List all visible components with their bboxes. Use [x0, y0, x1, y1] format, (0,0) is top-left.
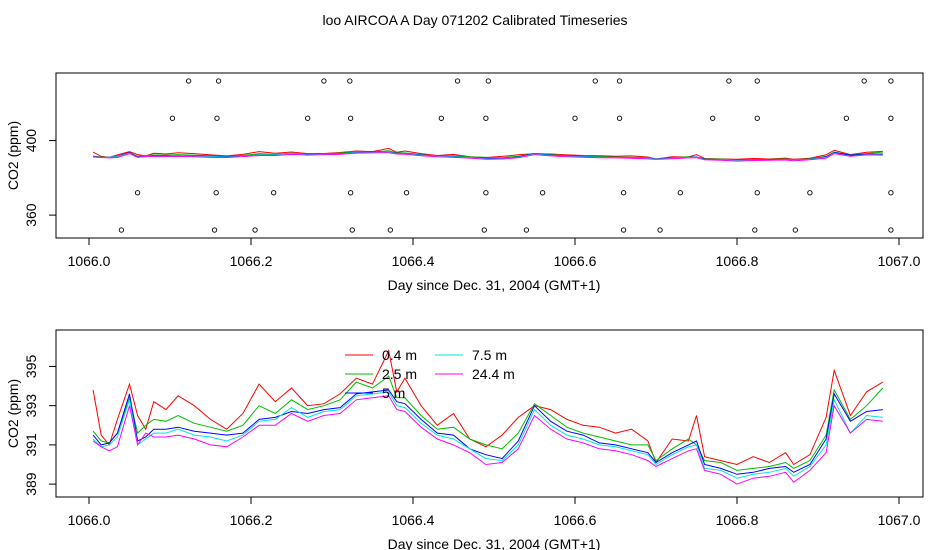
- x-tick-label: 1067.0: [878, 253, 921, 269]
- calibration-point: [592, 78, 598, 84]
- calibration-point: [213, 190, 219, 196]
- y-tick-label: 389: [23, 472, 39, 496]
- calibration-point: [752, 227, 758, 233]
- calibration-point: [616, 78, 623, 84]
- calibration-point: [349, 227, 355, 233]
- x-tick-label: 1066.2: [230, 253, 273, 269]
- calibration-point: [347, 78, 353, 84]
- x-tick-label: 1066.6: [554, 253, 597, 269]
- calibration-point: [620, 190, 627, 196]
- calibration-point: [754, 190, 760, 196]
- y-tick-label: 391: [23, 433, 39, 457]
- top-y-axis: 360 400: [23, 129, 57, 227]
- chart-title: loo AIRCOA A Day 071202 Calibrated Times…: [322, 12, 627, 28]
- calibration-point: [211, 227, 218, 233]
- calibration-point: [888, 78, 894, 84]
- calibration-point: [169, 115, 176, 121]
- calibration-point: [481, 227, 487, 233]
- calibration-point: [888, 190, 894, 196]
- calibration-point: [214, 115, 220, 121]
- bottom-series-24-4-m: [92, 395, 883, 485]
- calibration-point: [321, 78, 327, 84]
- y-tick-label: 393: [23, 394, 39, 418]
- x-tick-label: 1067.0: [878, 512, 921, 528]
- legend-label: 0.4 m: [382, 347, 417, 363]
- bottom-y-axis-label: CO2 (ppm): [5, 379, 21, 448]
- calibration-point: [888, 227, 894, 233]
- calibration-point: [347, 115, 354, 121]
- legend-label: 7.5 m: [472, 347, 507, 363]
- calibration-point: [485, 78, 491, 84]
- calibration-point: [454, 78, 461, 84]
- y-tick-label: 360: [23, 203, 39, 227]
- x-tick-label: 1066.2: [230, 512, 273, 528]
- bottom-x-axis-label: Day since Dec. 31, 2004 (GMT+1): [388, 536, 601, 550]
- calibration-point: [539, 190, 546, 196]
- calibration-point: [387, 227, 393, 233]
- legend-label: 5 m: [382, 385, 405, 401]
- calibration-point: [438, 115, 444, 121]
- top-x-axis: 1066.0 1066.2 1066.4 1066.6 1066.8 1067.0: [68, 237, 921, 269]
- calibration-point: [754, 78, 760, 84]
- bottom-series-2-5-m: [92, 375, 884, 471]
- y-tick-label: 395: [23, 355, 39, 379]
- top-series-24-4-m: [93, 152, 883, 162]
- calibration-point: [347, 190, 354, 196]
- legend: 0.4 m 2.5 m 5 m 7.5 m 24.4 m: [345, 347, 515, 401]
- calibration-point: [483, 190, 489, 196]
- top-x-axis-label: Day since Dec. 31, 2004 (GMT+1): [388, 277, 601, 293]
- legend-label: 24.4 m: [472, 366, 515, 382]
- bottom-y-axis: 389 391 393 395: [23, 355, 57, 496]
- x-tick-label: 1066.0: [68, 512, 111, 528]
- calibration-point: [572, 115, 578, 121]
- calibration-point: [185, 78, 192, 84]
- x-tick-label: 1066.4: [392, 512, 435, 528]
- calibration-point: [710, 115, 716, 121]
- calibration-point: [215, 78, 222, 84]
- calibration-point: [726, 78, 732, 84]
- calibration-point: [134, 190, 141, 196]
- top-panel: 1066.0 1066.2 1066.4 1066.6 1066.8 1067.0 360…: [5, 72, 924, 293]
- bottom-series: [92, 349, 884, 485]
- calibration-point: [792, 227, 798, 233]
- top-series: [92, 147, 883, 162]
- calibration-point: [807, 190, 813, 196]
- calibration-point: [754, 115, 760, 121]
- bottom-series-5-m: [92, 389, 883, 475]
- calibration-point: [252, 227, 258, 233]
- x-tick-label: 1066.0: [68, 253, 111, 269]
- calibration-point: [620, 227, 627, 233]
- bottom-series-7-5-m: [92, 391, 883, 479]
- calibration-point: [483, 115, 489, 121]
- calibration-point: [403, 190, 410, 196]
- calibration-point: [616, 115, 623, 121]
- calibration-point: [861, 78, 867, 84]
- calibration-point: [657, 227, 663, 233]
- top-calibration-points: [118, 78, 894, 233]
- bottom-x-axis: 1066.0 1066.2 1066.4 1066.6 1066.8 1067.0: [68, 496, 921, 528]
- calibration-point: [305, 115, 311, 121]
- bottom-panel: 1066.0 1066.2 1066.4 1066.6 1066.8 1067.0 389…: [5, 329, 924, 550]
- x-tick-label: 1066.6: [554, 512, 597, 528]
- calibration-point: [843, 115, 849, 121]
- x-tick-label: 1066.8: [716, 253, 759, 269]
- y-tick-label: 400: [23, 129, 39, 153]
- top-y-axis-label: CO2 (ppm): [5, 121, 21, 190]
- x-tick-label: 1066.8: [716, 512, 759, 528]
- legend-label: 2.5 m: [382, 366, 417, 382]
- calibration-point: [118, 227, 125, 233]
- calibration-point: [523, 227, 530, 233]
- calibration-point: [888, 115, 894, 121]
- x-tick-label: 1066.4: [392, 253, 435, 269]
- calibration-point: [677, 190, 683, 196]
- calibration-point: [271, 190, 277, 196]
